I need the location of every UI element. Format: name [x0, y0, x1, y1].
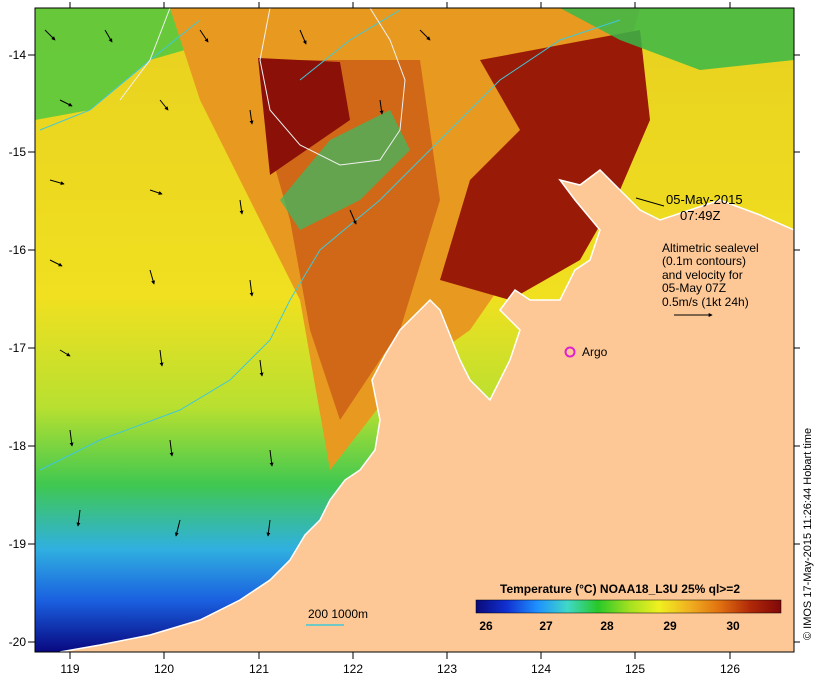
credit-text: © IMOS 17-May-2015 11:26:44 Hobart time [802, 428, 814, 640]
land-australia [60, 170, 794, 652]
altimetry-line: and velocity for [662, 268, 743, 282]
image-time: 07:49Z [680, 208, 721, 223]
colorbar-tick-label: 28 [600, 619, 614, 633]
lat-tick-label: -15 [9, 145, 27, 159]
green-patch-northeast [560, 8, 794, 70]
lat-tick-label: -16 [9, 243, 27, 257]
colorbar [475, 599, 782, 614]
lon-tick-label: 124 [531, 662, 551, 676]
altimetry-legend: Altimetric sealevel (0.1m contours) and … [662, 241, 759, 317]
lat-tick-label: -18 [9, 439, 27, 453]
altimetry-line: (0.1m contours) [662, 254, 746, 268]
lon-tick-label: 121 [249, 662, 269, 676]
altimetry-line: Altimetric sealevel [662, 241, 759, 255]
colorbar-title: Temperature (°C) NOAA18_L3U 25% ql>=2 [500, 582, 740, 596]
lat-tick-label: -20 [9, 635, 27, 649]
velocity-arrows [44, 29, 431, 537]
lon-tick-label: 120 [154, 662, 174, 676]
bathymetry-legend-label: 200 1000m [308, 607, 368, 621]
coastline [59, 169, 794, 652]
altimetry-line: 05-May 07Z [662, 281, 726, 295]
lon-tick-label: 119 [60, 662, 79, 676]
argo-label: Argo [582, 345, 608, 359]
colorbar-tick-label: 30 [726, 619, 740, 633]
sealevel-contours [119, 8, 406, 166]
plot-frame [34, 7, 795, 653]
lon-tick-label: 125 [625, 662, 645, 676]
lon-tick-label: 123 [437, 662, 457, 676]
colorbar-tick-label: 26 [479, 619, 493, 633]
hot-core [258, 58, 350, 175]
hot-region-east [440, 30, 650, 300]
lon-axis: 119 120 121 122 123 124 125 126 [60, 2, 740, 676]
time-pointer [635, 197, 665, 207]
green-filament [280, 110, 410, 230]
colorbar-tick-label: 27 [539, 619, 553, 633]
bathymetry-contours [39, 9, 621, 471]
lat-tick-label: -19 [9, 537, 27, 551]
lon-tick-label: 126 [720, 662, 740, 676]
image-date: 05-May-2015 [666, 192, 743, 207]
colorbar-ticks: 26 27 28 29 30 [479, 619, 740, 633]
lon-tick-label: 122 [343, 662, 363, 676]
argo-marker [564, 346, 576, 358]
colorbar-tick-label: 29 [663, 619, 677, 633]
lat-tick-label: -17 [9, 341, 27, 355]
lat-axis: -14 -15 -16 -17 -18 -19 -20 [9, 48, 800, 649]
lat-tick-label: -14 [9, 48, 27, 62]
altimetry-line: 0.5m/s (1kt 24h) [662, 295, 749, 309]
